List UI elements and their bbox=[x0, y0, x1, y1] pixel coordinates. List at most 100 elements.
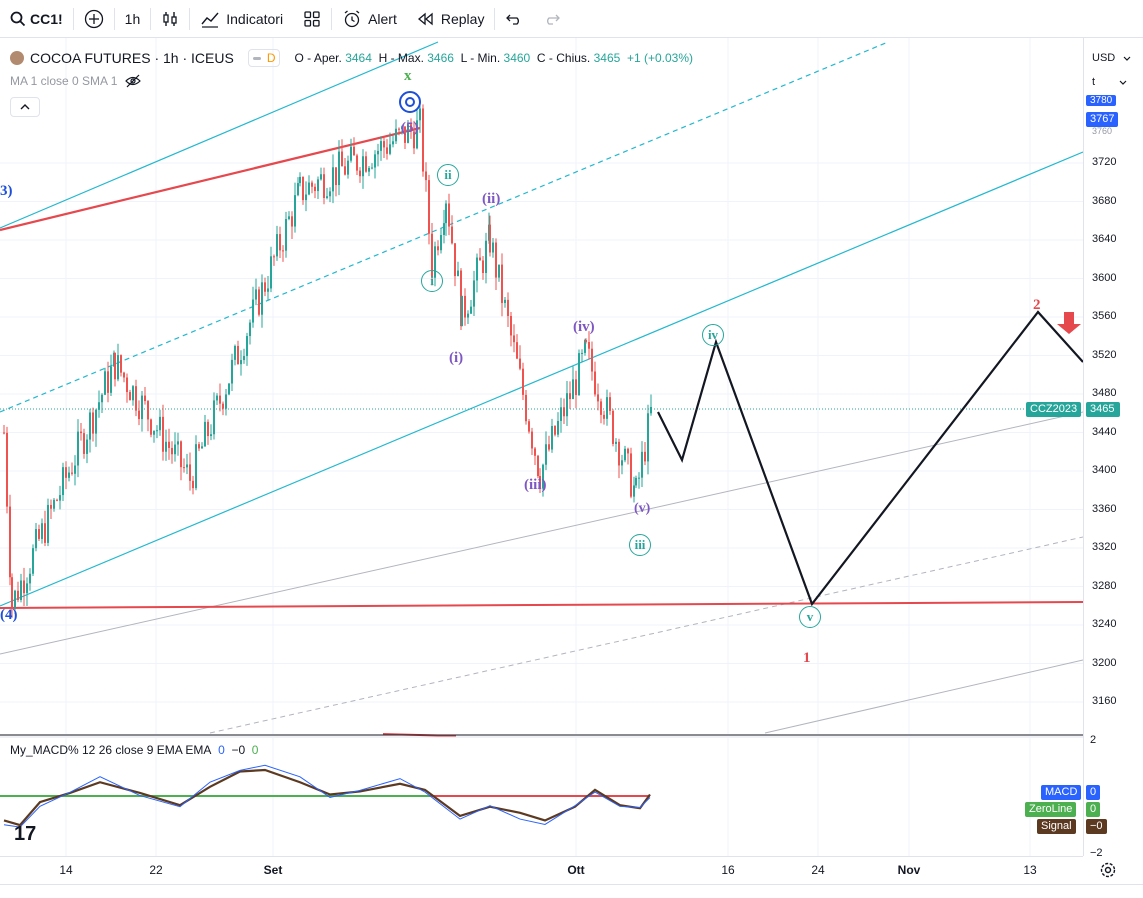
wave-ii-paren-label[interactable]: (ii) bbox=[482, 191, 501, 207]
price-axis[interactable]: USD t 3720 3680 3640 3600 3560 3520 3480 3440 34… bbox=[1083, 38, 1143, 856]
candle-body bbox=[305, 194, 307, 201]
candle-body bbox=[380, 141, 382, 151]
candle-body bbox=[216, 395, 218, 401]
wave-iii-circle-label[interactable]: iii bbox=[629, 534, 651, 556]
red-trend-line[interactable] bbox=[0, 126, 421, 232]
candle-body bbox=[389, 144, 391, 154]
compare-button[interactable] bbox=[74, 0, 114, 38]
legend-collapse-button[interactable] bbox=[10, 97, 40, 117]
candle-body bbox=[198, 444, 200, 449]
session-pill[interactable]: D bbox=[247, 49, 281, 67]
candle-body bbox=[273, 256, 275, 258]
chart-type-button[interactable] bbox=[151, 0, 189, 38]
channel-lower-line[interactable] bbox=[0, 151, 1083, 607]
alert-button[interactable]: Alert bbox=[332, 0, 407, 38]
indicators-button[interactable]: Indicatori bbox=[190, 0, 293, 38]
wave-4-label[interactable]: (4) bbox=[0, 607, 18, 623]
candle-body bbox=[641, 451, 643, 478]
candle-body bbox=[17, 590, 19, 601]
symbol-search[interactable]: CC1! bbox=[0, 0, 73, 38]
wave-1-label[interactable]: 1 bbox=[803, 650, 811, 666]
gray-lower-line[interactable] bbox=[764, 659, 1083, 734]
candle-body bbox=[615, 441, 617, 444]
candle-body bbox=[531, 431, 533, 449]
unit-select[interactable]: t bbox=[1088, 72, 1136, 92]
interval-button[interactable]: 1h bbox=[115, 0, 151, 38]
candle-body bbox=[395, 128, 397, 142]
wave-2-label[interactable]: 2 bbox=[1033, 297, 1041, 313]
wave-v-circle-label[interactable]: v bbox=[799, 606, 821, 628]
channel-upper-line[interactable] bbox=[0, 41, 439, 229]
candle-body bbox=[332, 167, 334, 192]
wave-ii-circle-label[interactable]: ii bbox=[437, 164, 459, 186]
tv-logo-icon: 17 bbox=[14, 823, 36, 845]
wave-iii-paren-label[interactable]: (iii) bbox=[524, 477, 547, 493]
last-symbol-tag: CCZ2023 bbox=[1026, 402, 1082, 417]
candle-body bbox=[261, 282, 263, 315]
wave-iv-paren-label[interactable]: (iv) bbox=[573, 319, 595, 335]
cocoa-logo-icon bbox=[10, 51, 24, 65]
time-tick-label: 22 bbox=[149, 863, 163, 877]
price-tick-label: 3680 bbox=[1092, 194, 1117, 207]
wave-3-label[interactable]: 3) bbox=[0, 183, 13, 199]
candle-body bbox=[445, 203, 447, 224]
settings-gear-icon[interactable] bbox=[1098, 861, 1118, 881]
candle-body bbox=[53, 499, 55, 509]
candle-body bbox=[618, 441, 620, 466]
ma-legend[interactable]: MA 1 close 0 SMA 1 bbox=[10, 74, 142, 88]
alarm-clock-icon bbox=[344, 9, 360, 27]
candle-body bbox=[104, 371, 106, 395]
candle-body bbox=[291, 216, 293, 227]
candle-body bbox=[630, 453, 632, 497]
candle-body bbox=[228, 383, 230, 395]
wave-i-circle-label[interactable]: i bbox=[421, 270, 443, 292]
gray-trend-line[interactable] bbox=[0, 411, 1083, 655]
candle-body bbox=[353, 146, 355, 156]
red-support-line[interactable] bbox=[0, 601, 1083, 609]
undo-button[interactable] bbox=[495, 0, 533, 38]
target-circle-icon[interactable] bbox=[399, 91, 421, 113]
candle-body bbox=[591, 348, 593, 372]
candle-body bbox=[26, 583, 28, 594]
macd-axis-top: 2 bbox=[1090, 734, 1097, 746]
candle-body bbox=[267, 288, 269, 292]
wave-i-paren-label[interactable]: (i) bbox=[449, 350, 464, 366]
candle-body bbox=[246, 336, 248, 357]
wave-5-label[interactable]: (5) bbox=[401, 120, 419, 136]
replay-button[interactable]: Replay bbox=[407, 0, 495, 38]
legend-title[interactable]: COCOA FUTURES · 1h · ICEUS bbox=[30, 50, 234, 66]
wave-iv-circle-label[interactable]: iv bbox=[702, 324, 724, 346]
eye-hidden-icon[interactable] bbox=[125, 74, 142, 88]
wave-x-label[interactable]: x bbox=[404, 68, 412, 84]
candle-body bbox=[341, 151, 343, 167]
candle-body bbox=[74, 465, 76, 474]
candle-body bbox=[38, 529, 40, 539]
candle-body bbox=[407, 124, 409, 143]
candle-body bbox=[294, 195, 296, 227]
price-chart[interactable]: 17 bbox=[0, 0, 1083, 856]
candle-body bbox=[350, 146, 352, 161]
candle-body bbox=[207, 421, 209, 437]
projection-path[interactable] bbox=[657, 310, 1083, 607]
candle-body bbox=[507, 299, 509, 317]
redo-button[interactable] bbox=[533, 0, 571, 38]
wave-v-paren-label[interactable]: (v) bbox=[634, 501, 651, 516]
currency-select[interactable]: USD bbox=[1088, 48, 1136, 68]
time-axis[interactable]: 14 22 Set Ott 16 24 Nov 13 bbox=[0, 856, 1083, 884]
candle-body bbox=[425, 171, 427, 181]
candle-body bbox=[3, 432, 5, 434]
candle-body bbox=[129, 392, 131, 401]
price-tick-label: 3200 bbox=[1092, 656, 1117, 669]
candle-body bbox=[162, 416, 164, 452]
templates-button[interactable] bbox=[293, 0, 331, 38]
top-toolbar: CC1! 1h Indicatori Alert Replay bbox=[0, 0, 1143, 38]
symbol-label: CC1! bbox=[30, 10, 63, 27]
macd-legend[interactable]: My_MACD% 12 26 close 9 EMA EMA 0 −0 0 bbox=[10, 743, 259, 757]
replay-label: Replay bbox=[440, 10, 485, 27]
candle-body bbox=[525, 394, 527, 422]
candle-body bbox=[101, 394, 103, 403]
candle-body bbox=[464, 295, 466, 318]
candle-body bbox=[539, 476, 541, 489]
candle-body bbox=[120, 355, 122, 373]
candle-body bbox=[566, 393, 568, 417]
